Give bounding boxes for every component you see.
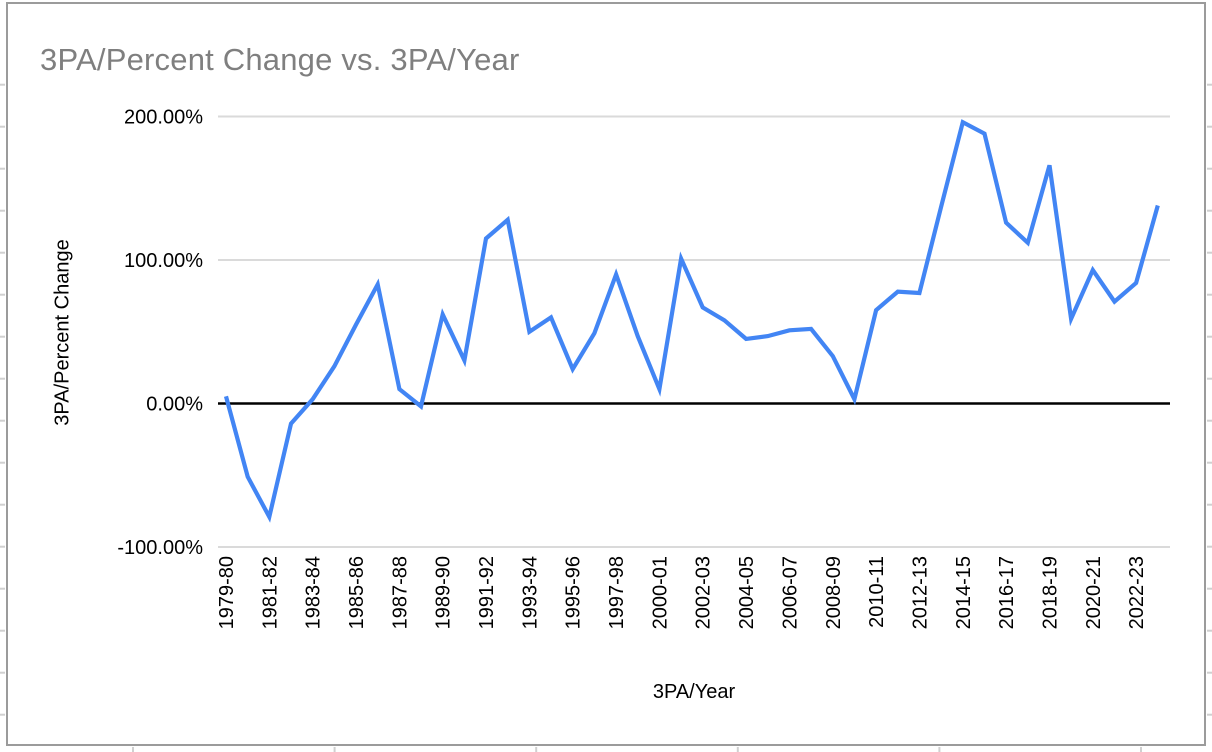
x-tick-label: 2006-07 (779, 556, 801, 629)
x-tick-label: 1989-90 (433, 556, 455, 629)
x-tick-label: 1985-86 (346, 556, 368, 629)
x-tick-label: 2012-13 (909, 556, 931, 629)
x-tick-label: 2002-03 (693, 556, 715, 629)
x-tick-label: 2018-19 (1040, 556, 1062, 629)
x-tick-label: 2020-21 (1083, 556, 1105, 629)
x-tick-label: 1981-82 (259, 556, 281, 629)
x-tick-label: 1995-96 (563, 556, 585, 629)
x-tick-label: 1991-92 (476, 556, 498, 629)
x-tick-label: 1979-80 (216, 556, 238, 629)
x-axis-tick-labels: 1979-80 1981-82 1983-84 1985-86 1987-88 1989-… (216, 556, 1148, 629)
gridlines (218, 115, 1170, 548)
x-axis-title: 3PA/Year (652, 681, 736, 703)
x-tick-label: 2004-05 (736, 556, 758, 629)
x-tick-label: 1993-94 (519, 556, 541, 629)
y-axis-tick-labels: 200.00% 100.00% 0.00% -100.00% (117, 107, 203, 560)
x-tick-label: 2022-23 (1126, 556, 1148, 629)
series-line (223, 119, 1160, 523)
x-tick-label: 1983-84 (303, 556, 325, 629)
sheet-gridline-ticks (0, 83, 1212, 752)
x-tick-label: 1997-98 (606, 556, 628, 629)
y-tick-label: 200.00% (124, 107, 203, 129)
y-tick-label: -100.00% (117, 537, 203, 559)
x-tick-label: 2000-01 (649, 556, 671, 629)
x-tick-label: 2016-17 (996, 556, 1018, 629)
y-axis-title: 3PA/Percent Change (51, 239, 74, 426)
x-tick-label: 1987-88 (389, 556, 411, 629)
series-polyline[interactable] (223, 119, 1160, 523)
x-tick-label: 2014-15 (953, 556, 975, 629)
x-tick-label: 2008-09 (823, 556, 845, 629)
y-tick-label: 100.00% (124, 250, 203, 272)
chart-title: 3PA/Percent Change vs. 3PA/Year (40, 42, 520, 77)
x-tick-label: 2010-11 (866, 556, 888, 628)
chart-panel[interactable] (6, 2, 1206, 746)
y-tick-label: 0.00% (146, 394, 203, 416)
